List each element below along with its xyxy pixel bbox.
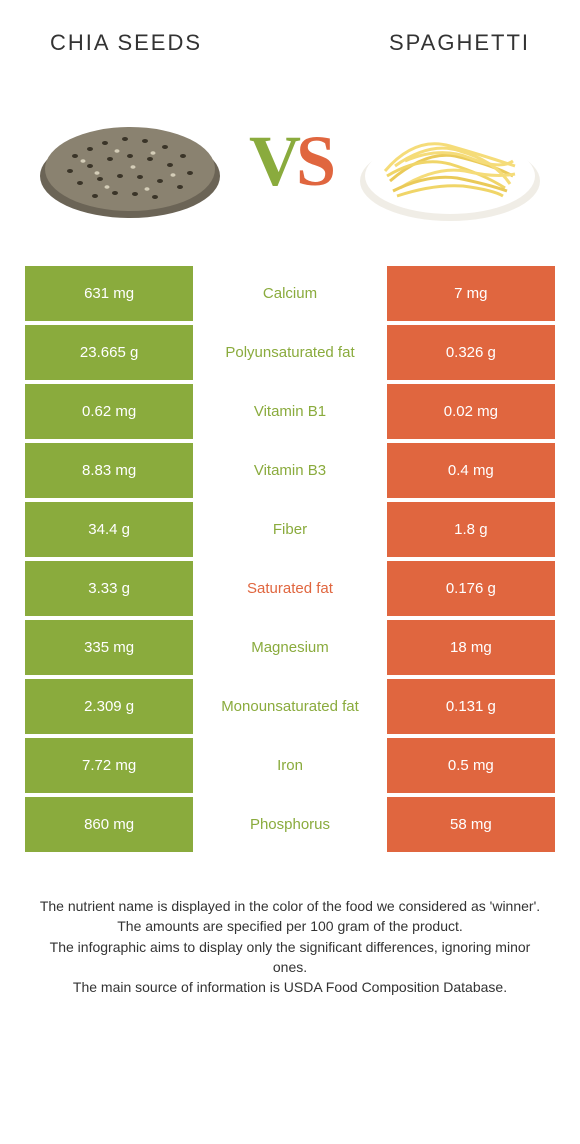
- table-row: 335 mgMagnesium18 mg: [25, 620, 555, 675]
- table-row: 23.665 gPolyunsaturated fat0.326 g: [25, 325, 555, 380]
- nutrient-label-cell: Fiber: [193, 502, 386, 557]
- nutrient-label-cell: Monounsaturated fat: [193, 679, 386, 734]
- right-value-cell: 0.4 mg: [387, 443, 555, 498]
- nutrient-label-cell: Vitamin B3: [193, 443, 386, 498]
- table-row: 3.33 gSaturated fat0.176 g: [25, 561, 555, 616]
- right-value-cell: 0.131 g: [387, 679, 555, 734]
- right-value-cell: 1.8 g: [387, 502, 555, 557]
- nutrient-label-cell: Saturated fat: [193, 561, 386, 616]
- vs-v-letter: V: [249, 121, 296, 201]
- nutrient-label-cell: Polyunsaturated fat: [193, 325, 386, 380]
- nutrient-label-cell: Vitamin B1: [193, 384, 386, 439]
- left-value-cell: 335 mg: [25, 620, 193, 675]
- header: Chia seeds Spaghetti: [0, 0, 580, 66]
- left-food-title: Chia seeds: [50, 30, 202, 56]
- right-value-cell: 0.176 g: [387, 561, 555, 616]
- table-row: 2.309 gMonounsaturated fat0.131 g: [25, 679, 555, 734]
- images-row: VS: [0, 66, 580, 266]
- table-row: 7.72 mgIron0.5 mg: [25, 738, 555, 793]
- nutrient-label-cell: Iron: [193, 738, 386, 793]
- right-value-cell: 58 mg: [387, 797, 555, 852]
- right-value-cell: 0.5 mg: [387, 738, 555, 793]
- left-value-cell: 8.83 mg: [25, 443, 193, 498]
- footnote-line: The amounts are specified per 100 gram o…: [35, 916, 545, 936]
- comparison-table: 631 mgCalcium7 mg23.665 gPolyunsaturated…: [0, 266, 580, 852]
- left-value-cell: 860 mg: [25, 797, 193, 852]
- table-row: 0.62 mgVitamin B10.02 mg: [25, 384, 555, 439]
- left-value-cell: 34.4 g: [25, 502, 193, 557]
- chia-seeds-image: [30, 86, 230, 236]
- table-row: 8.83 mgVitamin B30.4 mg: [25, 443, 555, 498]
- footnote-line: The main source of information is USDA F…: [35, 977, 545, 997]
- right-value-cell: 0.02 mg: [387, 384, 555, 439]
- right-food-title: Spaghetti: [389, 30, 530, 56]
- footnote-line: The infographic aims to display only the…: [35, 937, 545, 978]
- table-row: 34.4 gFiber1.8 g: [25, 502, 555, 557]
- left-value-cell: 2.309 g: [25, 679, 193, 734]
- right-value-cell: 18 mg: [387, 620, 555, 675]
- footnote-line: The nutrient name is displayed in the co…: [35, 896, 545, 916]
- left-value-cell: 0.62 mg: [25, 384, 193, 439]
- table-row: 860 mgPhosphorus58 mg: [25, 797, 555, 852]
- footnotes: The nutrient name is displayed in the co…: [0, 856, 580, 997]
- left-value-cell: 7.72 mg: [25, 738, 193, 793]
- left-value-cell: 23.665 g: [25, 325, 193, 380]
- left-value-cell: 3.33 g: [25, 561, 193, 616]
- vs-label: VS: [249, 120, 331, 203]
- right-value-cell: 7 mg: [387, 266, 555, 321]
- right-value-cell: 0.326 g: [387, 325, 555, 380]
- nutrient-label-cell: Calcium: [193, 266, 386, 321]
- table-row: 631 mgCalcium7 mg: [25, 266, 555, 321]
- left-value-cell: 631 mg: [25, 266, 193, 321]
- spaghetti-image: [350, 86, 550, 236]
- vs-s-letter: S: [296, 121, 331, 201]
- nutrient-label-cell: Magnesium: [193, 620, 386, 675]
- nutrient-label-cell: Phosphorus: [193, 797, 386, 852]
